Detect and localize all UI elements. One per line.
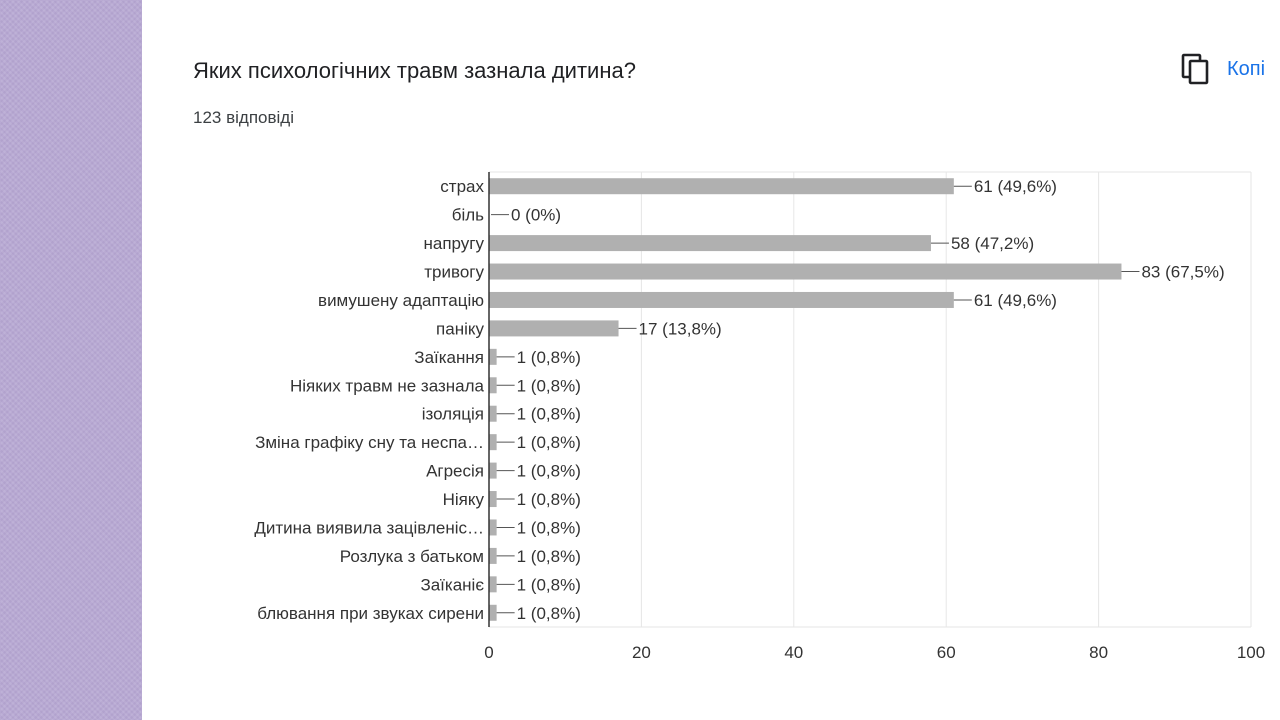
bar [489, 491, 497, 508]
category-label: вимушену адаптацію [318, 291, 484, 310]
bar [489, 178, 954, 195]
category-label: Розлука з батьком [340, 547, 484, 566]
bar [489, 434, 497, 451]
bar [489, 291, 954, 308]
data-label: 61 (49,6%) [974, 291, 1057, 310]
x-tick-label: 60 [937, 643, 956, 662]
data-label: 1 (0,8%) [517, 405, 581, 424]
data-label: 83 (67,5%) [1141, 263, 1224, 282]
bar [489, 235, 931, 252]
x-tick-label: 80 [1089, 643, 1108, 662]
data-label: 1 (0,8%) [517, 376, 581, 395]
data-label: 1 (0,8%) [517, 462, 581, 481]
category-label: напругу [423, 234, 484, 253]
data-label: 1 (0,8%) [517, 604, 581, 623]
copy-icon[interactable] [1180, 52, 1212, 86]
bar [489, 348, 497, 365]
bar [489, 519, 497, 536]
left-decorative-strip [0, 0, 142, 720]
category-label: Дитина виявила зацівленіс… [254, 518, 484, 537]
bar [489, 263, 1122, 280]
category-label: Ніяку [443, 490, 485, 509]
data-label: 1 (0,8%) [517, 433, 581, 452]
x-tick-label: 100 [1237, 643, 1265, 662]
data-label: 61 (49,6%) [974, 177, 1057, 196]
data-label: 1 (0,8%) [517, 490, 581, 509]
category-label: Агресія [426, 462, 484, 481]
category-label: тривогу [424, 263, 484, 282]
bar [489, 405, 497, 422]
category-label: страх [440, 177, 484, 196]
data-label: 1 (0,8%) [517, 575, 581, 594]
data-label: 17 (13,8%) [639, 319, 722, 338]
category-label: Заїканіє [420, 575, 484, 594]
response-count: 123 відповіді [193, 108, 294, 127]
bar [489, 547, 497, 564]
x-tick-label: 40 [784, 643, 803, 662]
x-tick-label: 0 [484, 643, 493, 662]
category-label: паніку [436, 319, 484, 338]
bar [489, 576, 497, 593]
question-title: Яких психологічних травм зазнала дитина? [193, 58, 636, 83]
bar [489, 377, 497, 394]
bar [489, 604, 497, 621]
x-tick-label: 20 [632, 643, 651, 662]
category-label: Заїкання [414, 348, 484, 367]
data-label: 1 (0,8%) [517, 547, 581, 566]
copy-chart-button[interactable]: Копі [1227, 58, 1266, 80]
bar [489, 320, 619, 337]
category-label: ізоляція [422, 405, 484, 424]
category-label: біль [452, 206, 484, 225]
bar [489, 462, 497, 479]
category-label: Ніяких травм не зазнала [290, 376, 485, 395]
data-label: 1 (0,8%) [517, 518, 581, 537]
category-label: Зміна графіку сну та неспа… [255, 433, 484, 452]
data-label: 58 (47,2%) [951, 234, 1034, 253]
data-label: 1 (0,8%) [517, 348, 581, 367]
category-label: блювання при звуках сирени [257, 604, 484, 623]
data-label: 0 (0%) [511, 206, 561, 225]
